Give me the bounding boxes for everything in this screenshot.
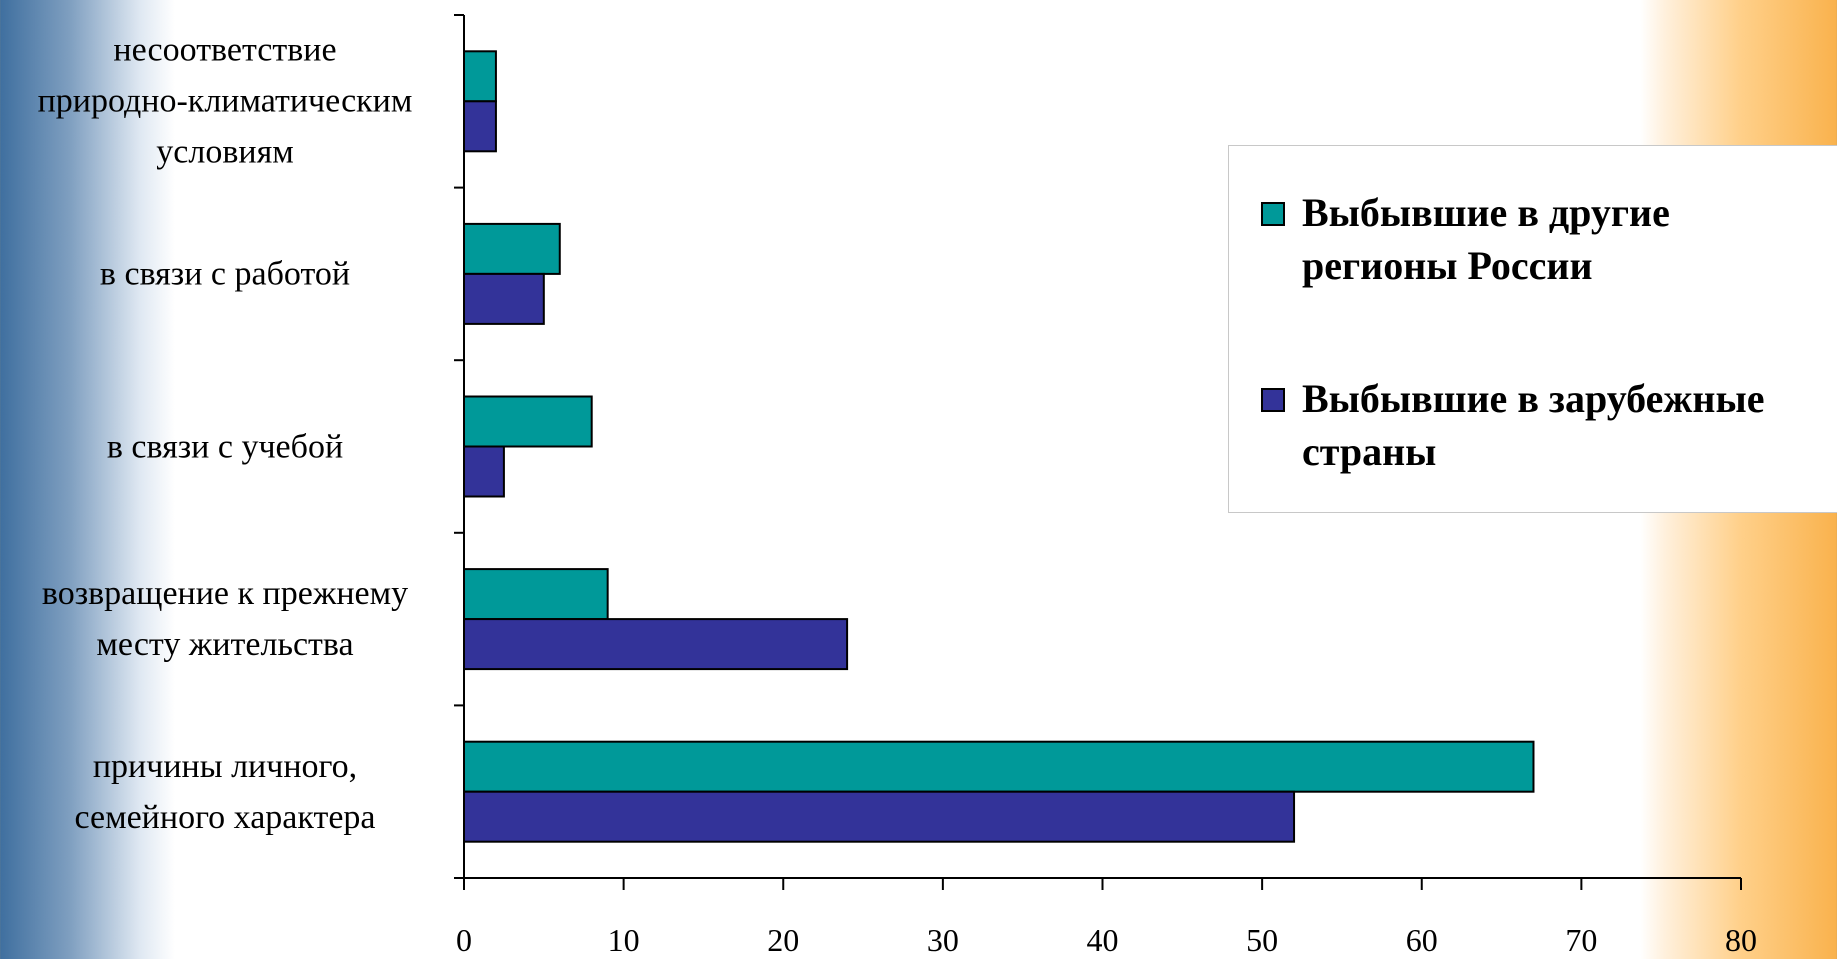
- bar-foreign-countries: [463, 790, 1296, 843]
- bar-foreign-countries: [463, 272, 545, 325]
- legend-entry: Выбывшие в другие регионы России: [1261, 186, 1837, 292]
- legend-label-line: Выбывшие в другие: [1302, 190, 1670, 235]
- bar-regions-russia: [463, 50, 497, 103]
- category-label: в связи с работой: [0, 248, 450, 299]
- category-label-line: семейного характера: [74, 798, 376, 836]
- category-label-line: несоответствие: [113, 31, 337, 69]
- legend-label: Выбывшие в другие регионы России: [1302, 186, 1837, 292]
- bar-regions-russia: [463, 568, 609, 621]
- category-label-line: причины личного,: [92, 747, 358, 785]
- x-tick-label: 40: [1086, 922, 1119, 958]
- category-label: причины личного, семейного характера: [0, 741, 450, 843]
- x-tick-label: 80: [1725, 922, 1757, 958]
- x-tick-label: 20: [767, 922, 800, 958]
- category-label: несоответствие природно-климатическим усло…: [0, 25, 450, 178]
- legend-label-line: регионы России: [1302, 243, 1593, 288]
- x-tick-label: 60: [1405, 922, 1438, 958]
- legend-label-line: Выбывшие в зарубежные: [1302, 376, 1765, 421]
- category-label-line: условиям: [156, 133, 294, 171]
- x-tick-label: 10: [607, 922, 640, 958]
- category-label-line: в связи с учебой: [106, 428, 344, 465]
- category-label-line: природно-климатическим: [37, 82, 413, 120]
- category-label-line: возвращение к прежнему: [41, 575, 409, 613]
- category-label: возвращение к прежнему месту жительства: [0, 568, 450, 670]
- category-label-line: месту жительства: [96, 626, 354, 664]
- bar-regions-russia: [463, 740, 1535, 793]
- legend-label: Выбывшие в зарубежные страны: [1302, 372, 1837, 478]
- x-tick-label: 50: [1246, 922, 1279, 958]
- bar-foreign-countries: [463, 618, 849, 671]
- x-tick-label: 70: [1565, 922, 1598, 958]
- legend-swatch: [1261, 202, 1285, 226]
- legend-swatch: [1261, 388, 1285, 412]
- x-tick-label: 0: [456, 922, 472, 958]
- bar-foreign-countries: [463, 445, 505, 498]
- category-label-line: в связи с работой: [99, 255, 351, 293]
- category-label: в связи с учебой: [0, 421, 450, 472]
- bar-regions-russia: [463, 222, 561, 275]
- bar-foreign-countries: [463, 100, 497, 153]
- legend-label-line: страны: [1302, 429, 1437, 474]
- legend-entry: Выбывшие в зарубежные страны: [1261, 372, 1837, 478]
- x-tick-label: 30: [926, 922, 959, 958]
- bar-regions-russia: [463, 395, 593, 448]
- chart-legend: Выбывшие в другие регионы России Выбывшие …: [1228, 145, 1837, 513]
